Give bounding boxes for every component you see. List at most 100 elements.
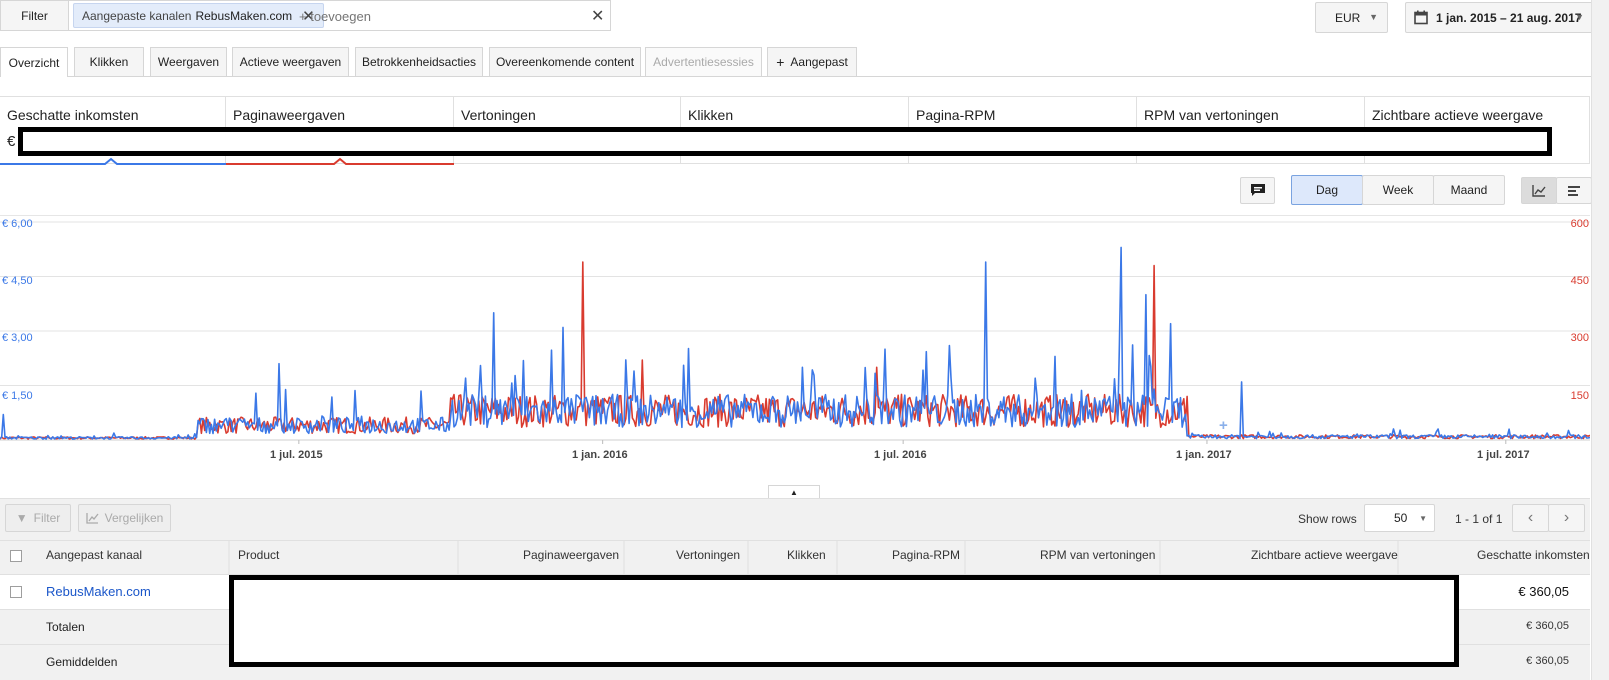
line-chart-icon	[1532, 184, 1546, 197]
y-left-tick-label: € 1,50	[2, 390, 33, 402]
col-header-pageviews[interactable]: Paginaweergaven	[523, 548, 620, 562]
tab-label: Aangepast	[790, 55, 848, 69]
line-chart-toggle[interactable]	[1521, 177, 1557, 204]
totals-label: Totalen	[46, 620, 85, 634]
y-right-tick-label: 600	[1570, 218, 1589, 230]
previous-page-button[interactable]: ‹	[1512, 504, 1549, 532]
y-right-tick-label: 300	[1570, 332, 1589, 344]
period-label: Week	[1382, 183, 1414, 197]
y-right-tick-label: 150	[1570, 390, 1589, 402]
metric-label: Paginaweergaven	[233, 107, 346, 123]
period-label: Maand	[1450, 183, 1488, 197]
metric-label: RPM van vertoningen	[1144, 107, 1279, 123]
metric-label: Pagina-RPM	[916, 107, 996, 123]
filter-add-input[interactable]	[299, 6, 549, 26]
earnings-pageviews-chart	[0, 221, 1590, 444]
tab-actieve-weergaven[interactable]: Actieve weergaven	[232, 47, 349, 76]
filter-label: Filter	[21, 8, 48, 23]
metric-value-prefix: €	[7, 133, 16, 150]
chip-value: RebusMaken.com	[195, 8, 293, 23]
date-range-picker[interactable]: 1 jan. 2015 – 21 aug. 2017 ▼	[1405, 2, 1593, 33]
y-left-tick-label: € 3,00	[2, 332, 33, 344]
blue-series-line	[0, 246, 1590, 440]
col-header-clicks[interactable]: Klikken	[787, 548, 826, 562]
filter-chip[interactable]: Aangepaste kanalen RebusMaken.com ✕	[73, 3, 324, 28]
currency-value: EUR	[1335, 10, 1361, 25]
col-header-page-rpm[interactable]: Pagina-RPM	[892, 548, 961, 562]
chevron-right-icon: ›	[1563, 509, 1570, 526]
x-tick-label: 1 jan. 2016	[572, 449, 628, 461]
tab-label: Overzicht	[8, 55, 60, 70]
comment-icon	[1250, 184, 1265, 196]
tab-advertentiesessies: Advertentiesessies	[645, 47, 762, 76]
table-view-toggle[interactable]	[1556, 177, 1592, 204]
tab-overeenkomende-content[interactable]: Overeenkomende content	[489, 47, 641, 76]
tab-overzicht[interactable]: Overzicht	[0, 47, 68, 77]
collapse-chart-handle[interactable]: ▲	[768, 485, 820, 499]
totals-income: € 360,05	[1526, 620, 1569, 632]
clear-filter-icon[interactable]: ✕	[591, 8, 605, 25]
filter-bar: Filter Aangepaste kanalen RebusMaken.com…	[0, 0, 611, 31]
channel-link[interactable]: RebusMaken.com	[46, 584, 151, 599]
bar-list-icon	[1568, 185, 1580, 196]
averages-label: Gemiddelden	[46, 655, 118, 669]
period-day-button[interactable]: Dag	[1291, 175, 1363, 205]
next-page-button[interactable]: ›	[1548, 504, 1585, 532]
col-header-active-view-viewable[interactable]: Zichtbare actieve weergave	[1251, 548, 1398, 562]
tab-label: Advertentiesessies	[653, 55, 754, 69]
tab-label: Actieve weergaven	[239, 55, 342, 69]
metrics-frame	[0, 96, 1590, 164]
row-checkbox[interactable]	[10, 586, 22, 598]
compare-button: Vergelijken	[78, 504, 171, 532]
period-week-button[interactable]: Week	[1362, 175, 1434, 205]
chevron-down-icon: ▼	[1369, 12, 1378, 22]
vertical-scrollbar[interactable]	[1591, 0, 1609, 680]
metric-label: Klikken	[688, 107, 734, 123]
y-left-tick-label: € 6,00	[2, 218, 33, 230]
metric-label: Vertoningen	[461, 107, 536, 123]
col-header-impression-rpm[interactable]: RPM van vertoningen	[1040, 548, 1156, 562]
col-header-product[interactable]: Product	[238, 548, 280, 562]
metric-selection-indicators	[0, 157, 454, 165]
period-month-button[interactable]: Maand	[1433, 175, 1505, 205]
x-tick-label: 1 jan. 2017	[1176, 449, 1232, 461]
currency-select[interactable]: EUR ▼	[1315, 2, 1388, 33]
filter-button[interactable]: Filter	[1, 1, 69, 30]
rows-value: 50	[1394, 511, 1408, 525]
rows-per-page-select[interactable]: 50 ▼	[1364, 504, 1435, 532]
select-all-checkbox[interactable]	[10, 550, 22, 562]
compare-label: Vergelijken	[104, 511, 164, 525]
table-filter-button: ▼ Filter	[5, 504, 71, 532]
calendar-icon	[1414, 10, 1428, 25]
tab-weergaven[interactable]: Weergaven	[150, 47, 227, 76]
caret-up-icon: ▲	[790, 488, 798, 497]
plus-icon: +	[776, 54, 785, 70]
tab-label: Klikken	[89, 55, 129, 69]
tab-betrokkenheidsacties[interactable]: Betrokkenheidsacties	[355, 47, 483, 76]
tab-aangepast[interactable]: + Aangepast	[767, 47, 857, 76]
col-header-estimated-earnings[interactable]: Geschatte inkomsten	[1477, 548, 1590, 562]
tab-label: Overeenkomende content	[495, 55, 635, 69]
chevron-down-icon: ▼	[1575, 12, 1584, 22]
chart-zoom-plus-icon[interactable]: +	[1219, 417, 1228, 434]
x-tick-label: 1 jul. 2015	[270, 449, 323, 461]
x-tick-label: 1 jul. 2016	[874, 449, 927, 461]
table-header-row	[0, 540, 1590, 575]
chevron-left-icon: ‹	[1527, 509, 1534, 526]
tabs-baseline	[0, 76, 1609, 77]
annotation-button[interactable]	[1240, 177, 1275, 204]
metric-zichtbare-actieve-weergave[interactable]: Zichtbare actieve weergave	[1365, 96, 1590, 164]
col-header-impressions[interactable]: Vertoningen	[676, 548, 741, 562]
table-toolbar	[0, 498, 1590, 540]
metric-label: Geschatte inkomsten	[7, 107, 139, 123]
col-header-channel[interactable]: Aangepast kanaal	[46, 548, 143, 562]
row-income: € 360,05	[1518, 584, 1569, 599]
period-label: Dag	[1315, 183, 1338, 197]
redacted-table-values	[229, 575, 1459, 667]
tab-label: Betrokkenheidsacties	[361, 55, 477, 69]
tab-klikken[interactable]: Klikken	[74, 47, 144, 76]
tab-label: Weergaven	[157, 55, 220, 69]
date-range-value: 1 jan. 2015 – 21 aug. 2017	[1436, 10, 1582, 25]
pagination-text: 1 - 1 of 1	[1455, 512, 1503, 526]
y-right-tick-label: 450	[1570, 275, 1589, 287]
